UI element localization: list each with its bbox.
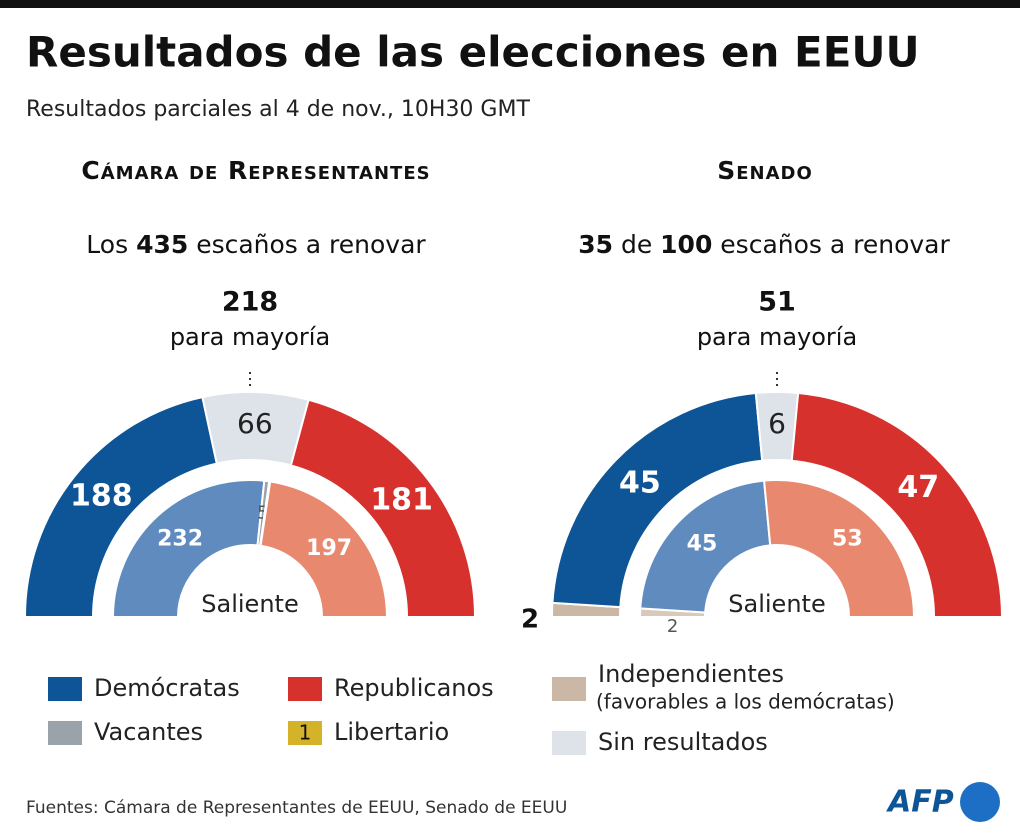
legend-swatch: [48, 721, 82, 745]
outer-value-label: 47: [897, 470, 939, 505]
outer-value-label: 188: [70, 479, 133, 514]
legend-swatch: [552, 677, 586, 701]
inner-value-label: 45: [687, 531, 718, 556]
seats-word: escaños a renovar: [188, 230, 426, 259]
majority-label: para mayoría: [697, 323, 857, 351]
inner-segment: [763, 479, 916, 618]
legend-swatch: [48, 677, 82, 701]
seats-number: 35: [578, 230, 613, 259]
subtitle: Resultados parciales al 4 de nov., 10H30…: [26, 97, 530, 122]
seats-word: Los: [86, 230, 136, 259]
majority-number: 51: [758, 287, 796, 318]
source: Fuentes: Cámara de Representantes de EEU…: [26, 798, 567, 818]
top-bar: [0, 0, 1020, 8]
inner-value-label: 53: [832, 527, 863, 552]
seats-number: 100: [660, 230, 712, 259]
legend-label: Independientes: [598, 660, 784, 688]
outer-value-label: 45: [619, 466, 661, 501]
majority-label: para mayoría: [170, 323, 330, 351]
inner-value-label: 232: [157, 526, 203, 551]
inner-segment: [639, 479, 772, 614]
legend-badge: 1: [299, 721, 312, 745]
ring-name: Saliente: [728, 590, 825, 618]
chart-title: Senado: [717, 156, 813, 185]
title: Resultados de las elecciones en EEUU: [26, 28, 920, 77]
inner-value-label: 197: [306, 536, 352, 561]
seats-text: Los 435 escaños a renovar: [86, 230, 426, 259]
seats-word: escaños a renovar: [712, 230, 950, 259]
outer-segment: [790, 391, 1004, 618]
outer-segment: [289, 398, 477, 618]
inner-value-label: 5: [257, 502, 268, 523]
legend-note: (favorables a los demócratas): [596, 690, 895, 714]
inner-segment: [259, 480, 389, 618]
outer-value-label: 181: [370, 482, 433, 517]
legend-swatch: [552, 731, 586, 755]
logo: AFP: [886, 785, 954, 820]
majority-number: 218: [222, 287, 278, 318]
legend-label: Vacantes: [94, 718, 203, 746]
seats-number: 435: [136, 230, 188, 259]
seats-word: de: [613, 230, 660, 259]
outer-value-label: 6: [768, 407, 786, 440]
legend-swatch: [288, 721, 322, 745]
outer-value-label: 66: [237, 407, 273, 440]
legend-label: Republicanos: [334, 674, 494, 702]
inner-value-label: 2: [667, 616, 678, 637]
legend-label: Libertario: [334, 718, 449, 746]
seats-text: 35 de 100 escaños a renovar: [578, 230, 950, 259]
ring-name: Saliente: [201, 590, 298, 618]
inner-segment: [111, 479, 266, 618]
legend-swatch: [288, 677, 322, 701]
legend-label: Sin resultados: [598, 728, 768, 756]
outer-value-label: 2: [521, 605, 539, 635]
chart-title: Cámara de Representantes: [81, 156, 430, 185]
logo-dot: [960, 782, 1000, 822]
legend-label: Demócratas: [94, 674, 240, 702]
